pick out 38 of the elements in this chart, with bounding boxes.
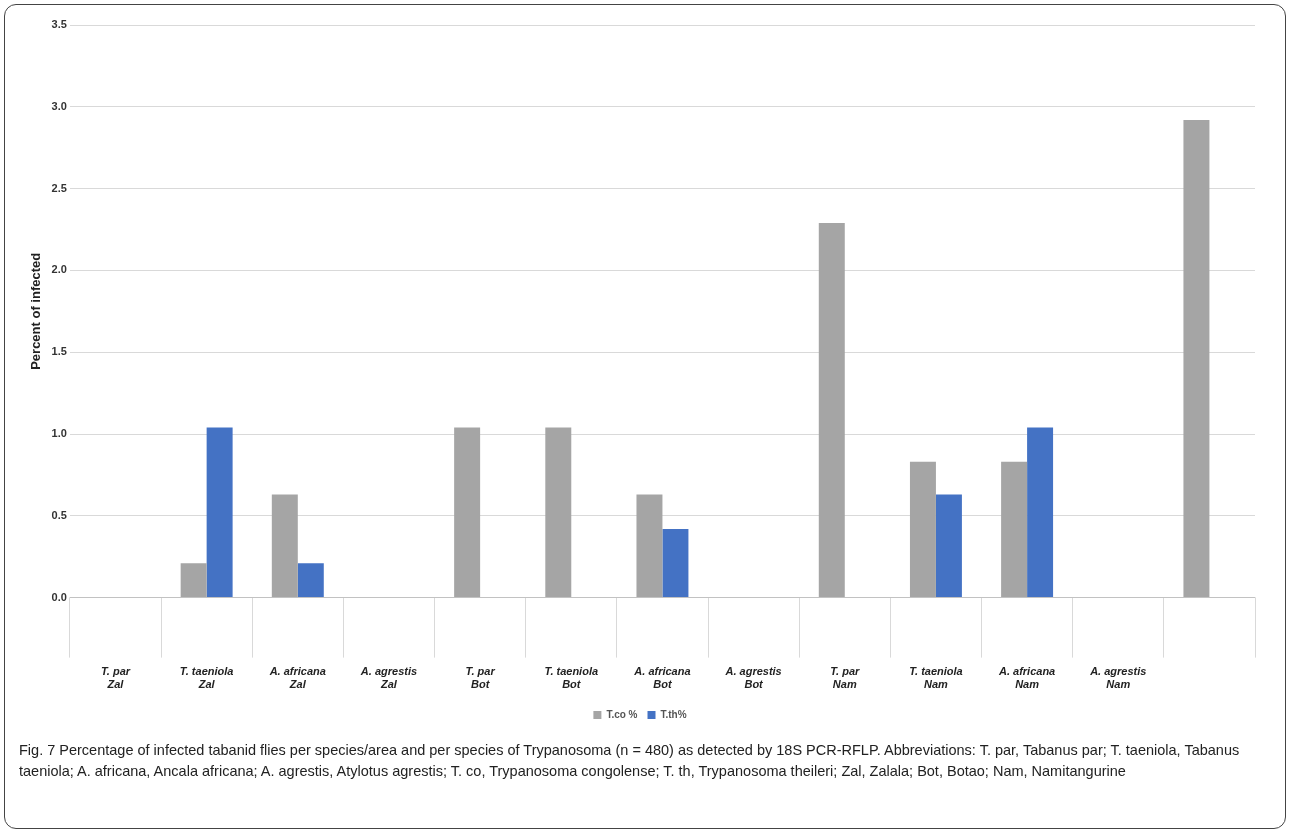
bar	[206, 427, 233, 598]
x-tick-label: T. taeniola Nam	[909, 665, 963, 691]
x-tick-label: T. par Bot	[465, 665, 496, 691]
bar	[909, 461, 936, 598]
bar	[454, 427, 481, 598]
y-tick-label: 0.5	[51, 508, 67, 521]
x-tick-label: A. agrestis Bot	[724, 665, 782, 691]
legend-label: T.th%	[660, 708, 687, 720]
bar	[180, 563, 207, 598]
bar	[935, 494, 962, 598]
y-tick-label: 1.5	[51, 345, 67, 358]
y-tick-label: 3.0	[51, 99, 67, 112]
bar	[636, 494, 663, 598]
bar	[271, 494, 298, 598]
x-tick-label: A. agrestis Nam	[1089, 665, 1147, 691]
bar	[1001, 461, 1028, 598]
x-tick-label: A. africana Nam	[997, 665, 1056, 691]
y-tick-label: 1.0	[51, 427, 67, 440]
bar	[662, 528, 689, 598]
bar	[545, 427, 572, 598]
y-axis-title: Percent of infected	[28, 252, 44, 370]
x-tick-label: T. taeniola Zal	[179, 665, 234, 691]
x-tick-label: A. africana Bot	[633, 665, 691, 691]
bar	[1027, 427, 1054, 598]
bar	[818, 222, 845, 598]
y-tick-label: 0.0	[51, 590, 67, 603]
x-tick-label: T. taeniola Bot	[544, 665, 599, 691]
x-tick-label: A. africana Zal	[268, 665, 326, 691]
bar	[297, 563, 324, 598]
caption: Fig. 7 Percentage of infected tabanid flies per species/area and per species of Trypanosoma (n = 480) as detected by 18S PCR-RFLP. Abbreviations: T. par, Tabanus par; T. taeniola, Tabanus taeniola; A. africana, Ancala africana; A. agrestis, Atylotus agrestis; T. co, Trypanosoma congolense; T. th, Trypanosoma theileri; Zal, Zalala; Bot, Botao; Nam, Namitangurine	[19, 741, 1241, 781]
legend-label: T.co %	[606, 708, 638, 720]
x-tick-label: A. agrestis Zal	[359, 665, 418, 691]
x-tick-label: T. par Zal	[100, 665, 131, 691]
y-tick-label: 3.5	[51, 18, 67, 31]
x-tick-label: T. par Nam	[830, 665, 861, 691]
bar	[1183, 119, 1210, 598]
y-tick-label: 2.0	[51, 263, 67, 276]
y-tick-label: 2.5	[51, 181, 67, 194]
